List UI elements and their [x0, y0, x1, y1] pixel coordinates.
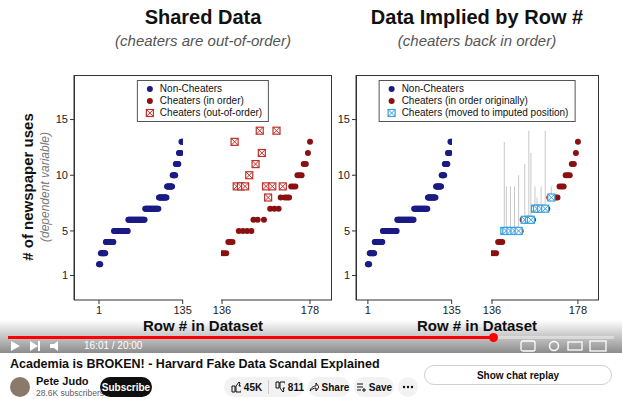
- html-text:Data Implied by Row #: Data Implied by Row #: [370, 6, 584, 28]
- html-text:16:01 / 20:00: 16:01 / 20:00: [84, 340, 143, 351]
- svg-text:136: 136: [483, 304, 501, 316]
- svg-text:1: 1: [96, 304, 102, 316]
- svg-text:135: 135: [174, 304, 192, 316]
- html-text:811: 811: [287, 381, 304, 393]
- svg-text:1: 1: [344, 269, 350, 281]
- html-text:Row # in Dataset: Row # in Dataset: [143, 317, 263, 334]
- html-text:Subscribe: Subscribe: [101, 381, 151, 393]
- svg-text:5: 5: [62, 225, 68, 237]
- html-text:45K: 45K: [243, 381, 263, 393]
- html-text:Row # in Dataset: Row # in Dataset: [417, 317, 537, 334]
- svg-text:10: 10: [338, 169, 350, 181]
- svg-text:1: 1: [62, 269, 68, 281]
- html-text:Non-Cheaters: Non-Cheaters: [401, 83, 464, 94]
- svg-text:1: 1: [365, 304, 371, 316]
- html-text:(cheaters are out-of-order): (cheaters are out-of-order): [115, 32, 291, 49]
- svg-text:15: 15: [338, 113, 350, 125]
- svg-text:135: 135: [443, 304, 461, 316]
- html-text:(dependent variable): (dependent variable): [38, 132, 52, 242]
- html-text:Non-Cheaters: Non-Cheaters: [159, 83, 223, 94]
- svg-text:136: 136: [213, 304, 231, 316]
- html-text:# of newspaper uses: # of newspaper uses: [18, 113, 36, 261]
- html-text:Cheaters (out-of-order): Cheaters (out-of-order): [159, 107, 263, 118]
- html-text:Cheaters (in order originally): Cheaters (in order originally): [401, 95, 528, 106]
- html-text:Pete Judo: Pete Judo: [36, 375, 89, 387]
- svg-text:15: 15: [56, 113, 68, 125]
- html-text:28.6K subscribers: 28.6K subscribers: [36, 388, 104, 398]
- html-text:Show chat replay: Show chat replay: [476, 369, 560, 381]
- svg-text:178: 178: [569, 304, 587, 316]
- html-text:Shared Data: Shared Data: [144, 6, 262, 28]
- html-text:Cheaters (moved to imputed pos: Cheaters (moved to imputed position): [401, 107, 569, 118]
- html-text:Save: Save: [368, 381, 393, 393]
- html-text:Cheaters (in order): Cheaters (in order): [159, 95, 244, 106]
- html-text:Share: Share: [321, 381, 350, 393]
- svg-text:10: 10: [56, 169, 68, 181]
- svg-text:178: 178: [301, 304, 319, 316]
- html-text:(cheaters back in order): (cheaters back in order): [397, 32, 557, 49]
- html-text:Academia is BROKEN! - Harvard: Academia is BROKEN! - Harvard Fake Data …: [10, 357, 380, 371]
- svg-text:5: 5: [344, 225, 350, 237]
